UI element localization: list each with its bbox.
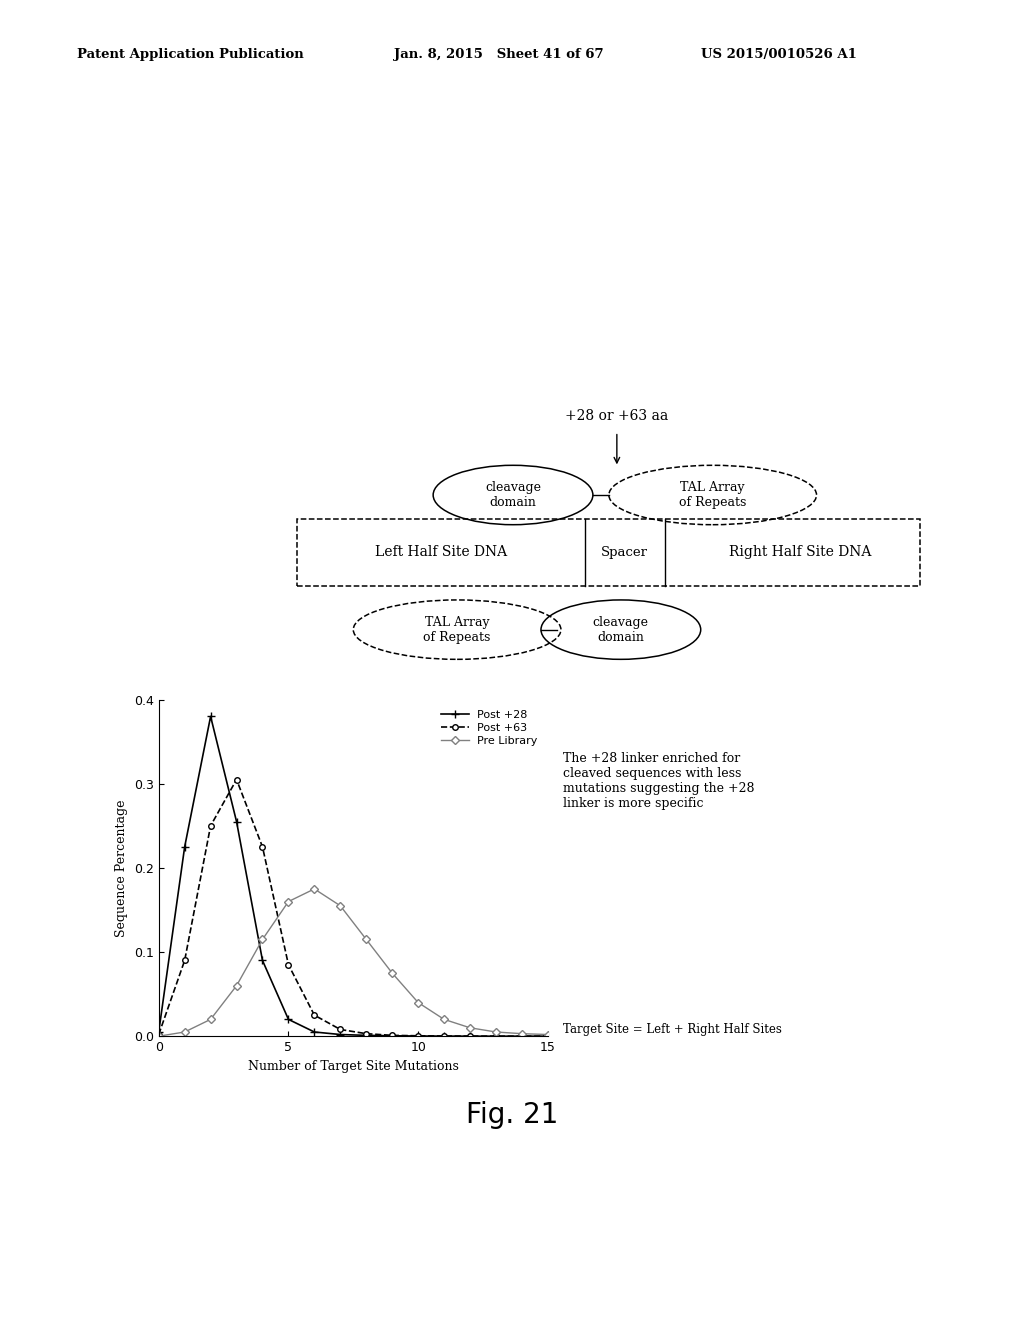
Pre Library [334, 898, 346, 913]
Pre Library [412, 995, 424, 1011]
Post +28 [464, 1028, 476, 1044]
Text: Spacer: Spacer [601, 546, 648, 558]
Post +28 [205, 709, 217, 725]
Post +63 [205, 818, 217, 834]
Line: Post +28: Post +28 [155, 713, 552, 1040]
Post +63 [542, 1028, 554, 1044]
Post +28 [230, 813, 243, 829]
Pre Library [205, 1011, 217, 1027]
Post +63 [360, 1026, 373, 1041]
Text: Jan. 8, 2015   Sheet 41 of 67: Jan. 8, 2015 Sheet 41 of 67 [394, 48, 604, 61]
Post +63 [464, 1028, 476, 1044]
Post +63 [178, 953, 190, 969]
Post +63 [412, 1028, 424, 1044]
Pre Library [283, 894, 295, 909]
Text: TAL Array
of Repeats: TAL Array of Repeats [679, 480, 746, 510]
Post +28 [153, 1024, 165, 1040]
Post +63 [489, 1028, 502, 1044]
Post +28 [542, 1028, 554, 1044]
Post +63 [334, 1022, 346, 1038]
Text: Fig. 21: Fig. 21 [466, 1101, 558, 1130]
Post +28 [256, 953, 268, 969]
Line: Pre Library: Pre Library [156, 886, 551, 1039]
Pre Library [464, 1020, 476, 1036]
Post +28 [308, 1024, 321, 1040]
Legend: Post +28, Post +63, Pre Library: Post +28, Post +63, Pre Library [436, 705, 543, 751]
Pre Library [230, 978, 243, 994]
Post +63 [153, 1027, 165, 1043]
Text: The +28 linker enriched for
cleaved sequences with less
mutations suggesting the: The +28 linker enriched for cleaved sequ… [563, 752, 755, 810]
Pre Library [153, 1028, 165, 1044]
Post +28 [334, 1027, 346, 1043]
Text: cleavage
domain: cleavage domain [593, 615, 649, 644]
Post +63 [386, 1027, 398, 1043]
Text: Right Half Site DNA: Right Half Site DNA [729, 545, 871, 560]
Pre Library [360, 932, 373, 948]
Text: Patent Application Publication: Patent Application Publication [77, 48, 303, 61]
Text: US 2015/0010526 A1: US 2015/0010526 A1 [701, 48, 857, 61]
Post +28 [178, 840, 190, 855]
Y-axis label: Sequence Percentage: Sequence Percentage [116, 799, 128, 937]
Pre Library [386, 965, 398, 981]
Post +28 [386, 1028, 398, 1044]
Pre Library [489, 1024, 502, 1040]
Post +28 [516, 1028, 528, 1044]
Post +28 [412, 1028, 424, 1044]
Pre Library [438, 1011, 451, 1027]
Text: Target Site = Left + Right Half Sites: Target Site = Left + Right Half Sites [563, 1023, 782, 1036]
Post +63 [516, 1028, 528, 1044]
Text: TAL Array
of Repeats: TAL Array of Repeats [424, 615, 490, 644]
Text: Left Half Site DNA: Left Half Site DNA [375, 545, 507, 560]
Pre Library [256, 932, 268, 948]
Pre Library [178, 1024, 190, 1040]
X-axis label: Number of Target Site Mutations: Number of Target Site Mutations [248, 1060, 459, 1073]
Post +63 [230, 772, 243, 788]
Text: cleavage
domain: cleavage domain [485, 480, 541, 510]
Post +28 [360, 1027, 373, 1043]
Post +28 [283, 1011, 295, 1027]
Post +63 [308, 1007, 321, 1023]
Pre Library [308, 880, 321, 896]
Post +28 [489, 1028, 502, 1044]
Pre Library [516, 1026, 528, 1041]
Post +63 [256, 840, 268, 855]
Text: +28 or +63 aa: +28 or +63 aa [565, 409, 669, 422]
Pre Library [542, 1027, 554, 1043]
Post +63 [283, 957, 295, 973]
Line: Post +63: Post +63 [156, 776, 551, 1039]
Post +63 [438, 1028, 451, 1044]
Post +28 [438, 1028, 451, 1044]
